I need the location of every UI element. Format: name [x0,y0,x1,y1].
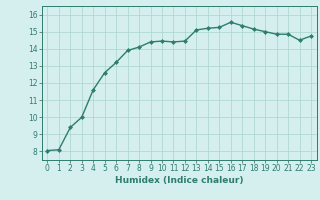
X-axis label: Humidex (Indice chaleur): Humidex (Indice chaleur) [115,176,244,185]
